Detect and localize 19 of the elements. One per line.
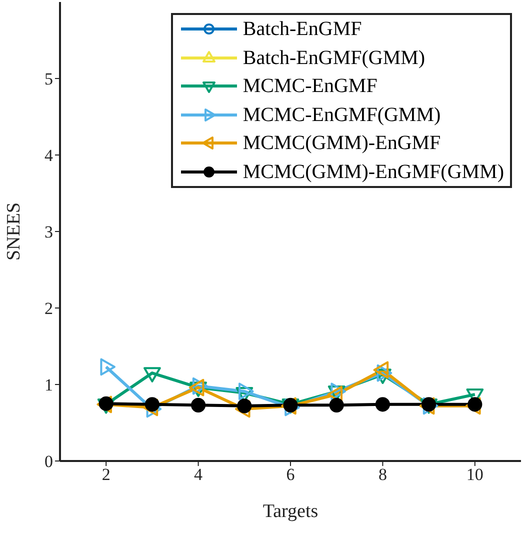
x-tick-label: 4 [194,465,204,484]
y-tick-label: 0 [44,452,53,472]
y-tick-label: 2 [44,299,53,318]
y-axis-title: SNEES [4,202,25,261]
y-tick-label: 1 [44,376,53,395]
x-tick-label: 10 [466,465,484,484]
x-tick-label: 8 [378,465,387,484]
legend-label: MCMC-EnGMF(GMM) [242,102,441,128]
x-tick-label: 6 [286,465,295,484]
legend-label: Batch-EnGMF(GMM) [242,46,426,70]
x-tick-label: 2 [102,465,110,484]
legend-label: Batch-EnGMF [242,17,362,42]
y-tick-label: 3 [44,222,53,242]
legend-label: MCMC(GMM)-EnGMF(GMM) [242,160,504,184]
legend-label: MCMC-EnGMF [242,74,378,99]
y-tick-label: 4 [44,146,54,166]
legend-label: MCMC(GMM)-EnGMF [242,131,441,156]
y-tick-label: 5 [44,70,53,89]
x-axis-title: Targets [262,501,318,522]
